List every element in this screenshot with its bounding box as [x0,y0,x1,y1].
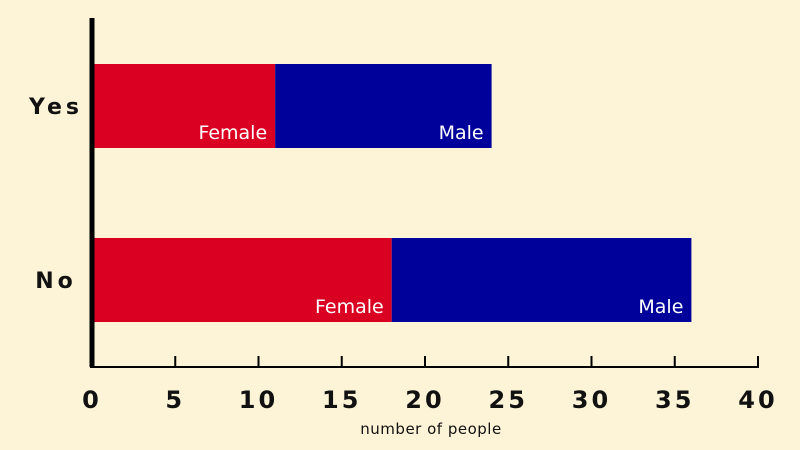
bars-layer: Female Male Female Male [92,64,692,322]
bar-segment-yes-male [275,64,492,148]
x-tick-label-30: 30 [572,386,611,414]
x-tick-label-0: 0 [82,386,102,414]
x-tick-label-35: 35 [655,386,694,414]
x-axis-title: number of people [360,420,501,438]
bar-segment-yes-female [92,64,276,148]
x-tick-label-15: 15 [322,386,361,414]
segment-label-yes-female: Female [198,122,267,144]
segment-label-yes-male: Male [439,122,484,144]
segment-label-no-male: Male [638,296,683,318]
x-tick-label-20: 20 [405,386,444,414]
category-labels-layer: Yes No [28,95,83,294]
x-tick-label-40: 40 [738,386,777,414]
bar-segment-no-male [391,238,692,322]
x-tick-label-10: 10 [239,386,278,414]
category-label-yes: Yes [28,95,83,120]
x-tick-label-5: 5 [165,386,185,414]
segment-label-no-female: Female [315,296,384,318]
x-tick-label-25: 25 [489,386,528,414]
x-ticks-layer: 0 5 10 15 20 25 30 35 40 [82,356,777,414]
bar-segment-no-female [92,238,392,322]
category-label-no: No [35,269,77,294]
